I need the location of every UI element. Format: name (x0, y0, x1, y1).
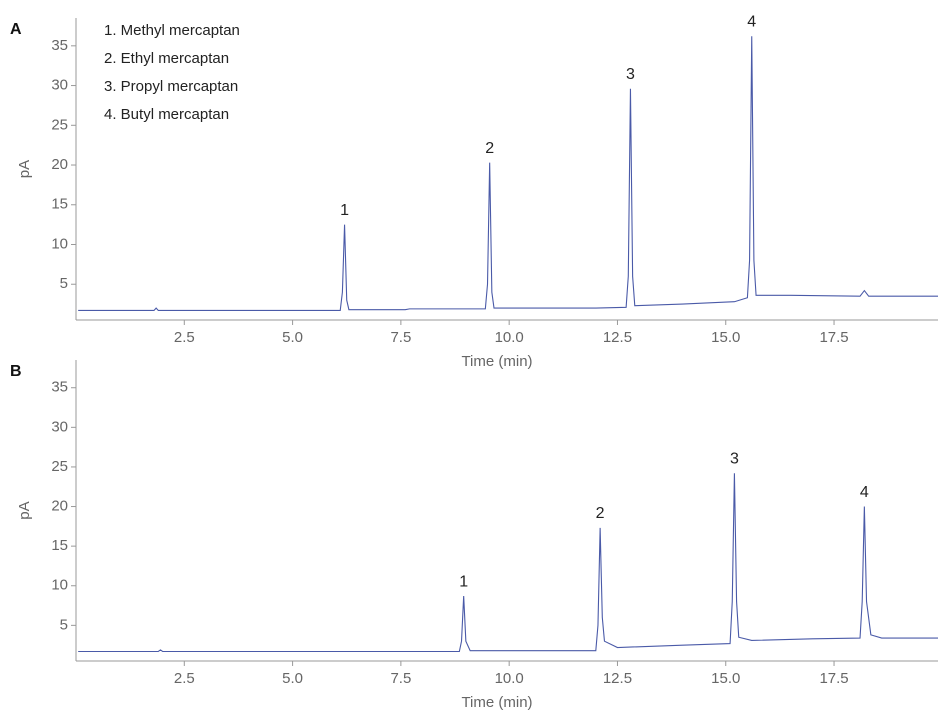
peak-label: 3 (730, 450, 739, 467)
legend-entry: 1. Methyl mercaptan (104, 22, 240, 39)
peak-label: 3 (626, 66, 635, 83)
x-tick-label: 12.5 (603, 329, 632, 346)
y-tick-label: 10 (51, 577, 68, 594)
panel-label: B (10, 363, 22, 380)
x-tick-label: 5.0 (282, 329, 303, 346)
y-tick-label: 35 (51, 37, 68, 54)
x-tick-label: 10.0 (495, 670, 524, 687)
x-tick-label: 17.5 (819, 670, 848, 687)
x-axis-label: Time (min) (461, 694, 532, 711)
x-tick-label: 2.5 (174, 329, 195, 346)
y-tick-label: 25 (51, 458, 68, 475)
y-tick-label: 30 (51, 418, 68, 435)
y-tick-label: 15 (51, 537, 68, 554)
x-tick-label: 15.0 (711, 670, 740, 687)
x-tick-label: 15.0 (711, 329, 740, 346)
y-tick-label: 15 (51, 196, 68, 213)
peak-label: 1 (340, 202, 349, 219)
peak-label: 4 (860, 484, 869, 501)
y-tick-label: 25 (51, 116, 68, 133)
y-tick-label: 20 (51, 498, 68, 515)
y-axis-label: pA (16, 501, 33, 519)
trace (78, 36, 938, 312)
x-tick-label: 17.5 (819, 329, 848, 346)
y-tick-label: 5 (60, 616, 68, 633)
x-tick-label: 7.5 (390, 329, 411, 346)
trace (78, 473, 938, 653)
legend-entry: 4. Butyl mercaptan (104, 106, 229, 123)
peak-label: 2 (485, 140, 494, 157)
y-tick-label: 35 (51, 379, 68, 396)
y-tick-label: 30 (51, 77, 68, 94)
y-tick-label: 10 (51, 235, 68, 252)
y-tick-label: 20 (51, 156, 68, 173)
y-axis-label: pA (16, 160, 33, 178)
x-tick-label: 12.5 (603, 670, 632, 687)
peak-label: 2 (596, 505, 605, 522)
panel-label: A (10, 21, 22, 38)
x-tick-label: 7.5 (390, 670, 411, 687)
legend-entry: 2. Ethyl mercaptan (104, 50, 229, 67)
peak-label: 4 (747, 13, 756, 30)
x-tick-label: 5.0 (282, 670, 303, 687)
y-tick-label: 5 (60, 275, 68, 292)
x-axis-label: Time (min) (461, 353, 532, 370)
x-tick-label: 2.5 (174, 670, 195, 687)
legend-entry: 3. Propyl mercaptan (104, 78, 238, 95)
x-tick-label: 10.0 (495, 329, 524, 346)
peak-label: 1 (459, 573, 468, 590)
